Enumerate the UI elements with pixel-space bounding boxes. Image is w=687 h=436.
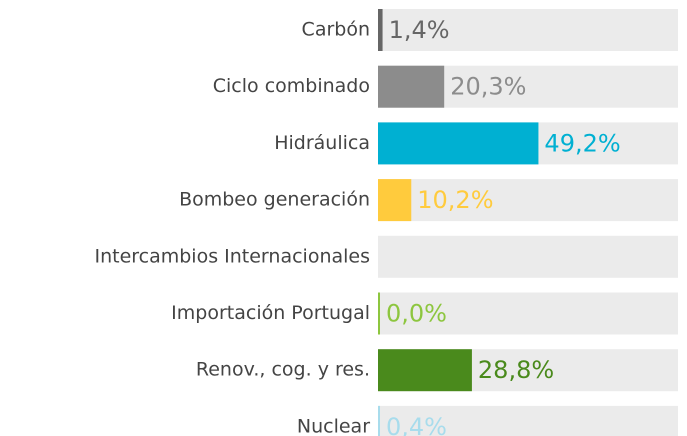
category-label: Intercambios Internacionales	[94, 245, 370, 267]
category-label: Nuclear	[297, 415, 370, 436]
value-label: 10,2%	[417, 186, 493, 214]
value-label: 0,0%	[386, 300, 447, 328]
category-label: Renov., cog. y res.	[196, 359, 370, 381]
bar-track	[378, 292, 678, 335]
bar-track	[378, 179, 678, 222]
value-label: 0,4%	[386, 413, 447, 436]
bar	[378, 349, 472, 392]
bar	[378, 65, 445, 108]
category-label: Importación Portugal	[171, 302, 370, 324]
bar-track	[378, 9, 678, 51]
category-label: Carbón	[302, 19, 370, 41]
bar	[378, 122, 539, 165]
category-label: Bombeo generación	[179, 189, 370, 211]
value-label: 1,4%	[389, 16, 450, 44]
category-label: Ciclo combinado	[213, 75, 370, 97]
value-label: 20,3%	[450, 73, 526, 101]
bar	[378, 179, 412, 222]
bar-track	[378, 405, 678, 436]
value-label: 49,2%	[544, 129, 620, 157]
bar	[378, 405, 380, 436]
bar	[378, 9, 383, 51]
value-label: 28,8%	[478, 356, 554, 384]
category-label: Hidráulica	[274, 132, 370, 154]
bar-track	[378, 235, 678, 278]
bar	[378, 292, 380, 335]
